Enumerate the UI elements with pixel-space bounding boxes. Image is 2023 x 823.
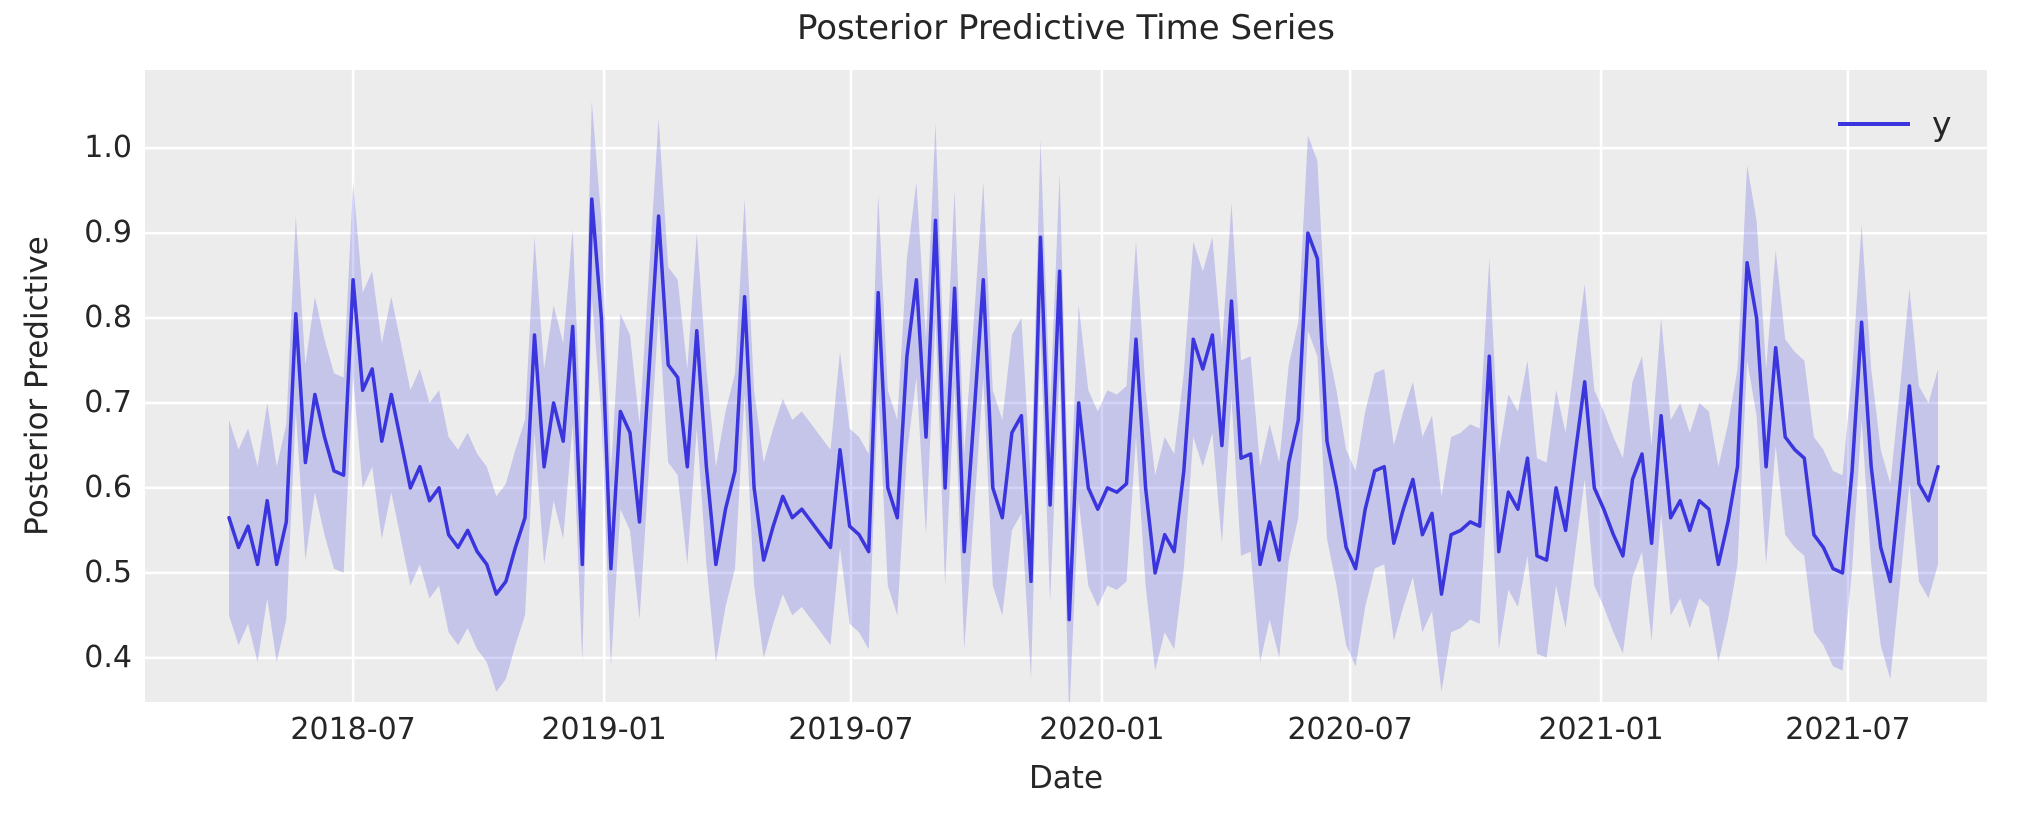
x-tick-label: 2018-07 bbox=[290, 712, 416, 747]
x-tick-label: 2021-07 bbox=[1785, 712, 1911, 747]
plot-area-background bbox=[145, 70, 1987, 702]
x-tick-label: 2019-07 bbox=[788, 712, 914, 747]
legend-entry-y: y bbox=[1932, 104, 1952, 143]
x-tick-label: 2021-01 bbox=[1538, 712, 1664, 747]
y-tick-label: 0.6 bbox=[84, 469, 132, 505]
y-tick-label: 0.8 bbox=[84, 300, 132, 336]
x-axis-label: Date bbox=[1028, 760, 1104, 796]
y-tick-label: 1.0 bbox=[84, 130, 132, 166]
y-series-line bbox=[227, 197, 1940, 622]
x-tick-label: 2019-01 bbox=[541, 712, 667, 747]
y-tick-label: 0.5 bbox=[84, 554, 132, 590]
y-tick-label: 0.4 bbox=[84, 639, 132, 675]
y-tick-label: 0.7 bbox=[84, 384, 132, 420]
x-tick-label: 2020-07 bbox=[1287, 712, 1413, 747]
y-tick-label: 0.9 bbox=[84, 215, 132, 251]
chart-title: Posterior Predictive Time Series bbox=[796, 8, 1336, 48]
x-tick-label: 2020-01 bbox=[1039, 712, 1165, 747]
